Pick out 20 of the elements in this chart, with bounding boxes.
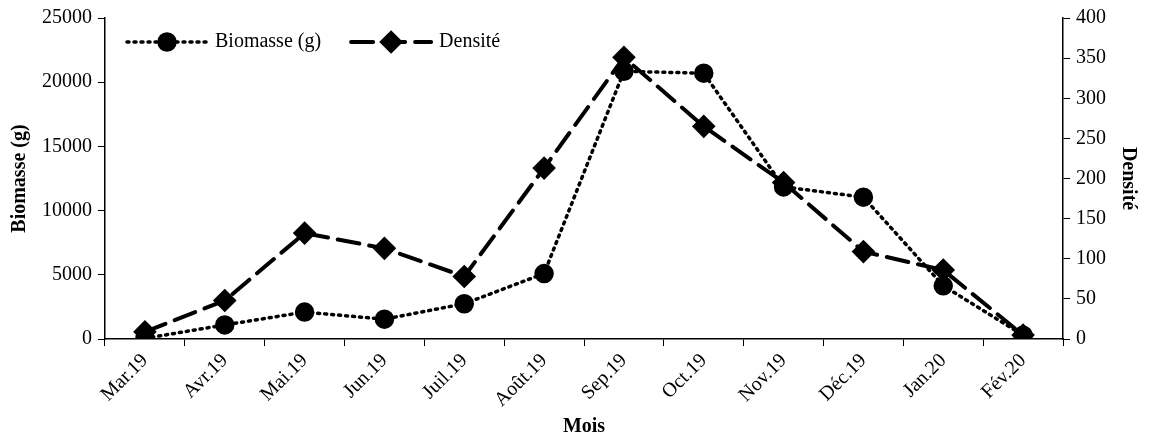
y-tick-label: 5000 xyxy=(52,262,92,285)
legend-label: Densité xyxy=(439,29,501,52)
y2-tick-label: 0 xyxy=(1076,326,1086,349)
y-tick-label: 15000 xyxy=(42,133,92,156)
y2-tick-label: 400 xyxy=(1076,5,1106,28)
y2-tick-label: 300 xyxy=(1076,85,1106,108)
y-tick-label: 0 xyxy=(82,326,92,349)
y2-tick-label: 100 xyxy=(1076,246,1106,269)
y-tick-label: 25000 xyxy=(42,5,92,28)
y2-tick-label: 200 xyxy=(1076,165,1106,188)
y2-tick-label: 150 xyxy=(1076,205,1106,228)
x-axis-title: Mois xyxy=(562,414,606,437)
y-tick-label: 20000 xyxy=(42,69,92,92)
y2-axis-title: Densité xyxy=(1118,146,1141,211)
y2-tick-label: 50 xyxy=(1076,286,1096,309)
y2-tick-label: 350 xyxy=(1076,45,1106,68)
y2-tick-label: 250 xyxy=(1076,125,1106,148)
y-tick-label: 10000 xyxy=(42,197,92,220)
y-axis-title: Biomasse (g) xyxy=(7,124,31,233)
legend-label: Biomasse (g) xyxy=(215,29,322,53)
